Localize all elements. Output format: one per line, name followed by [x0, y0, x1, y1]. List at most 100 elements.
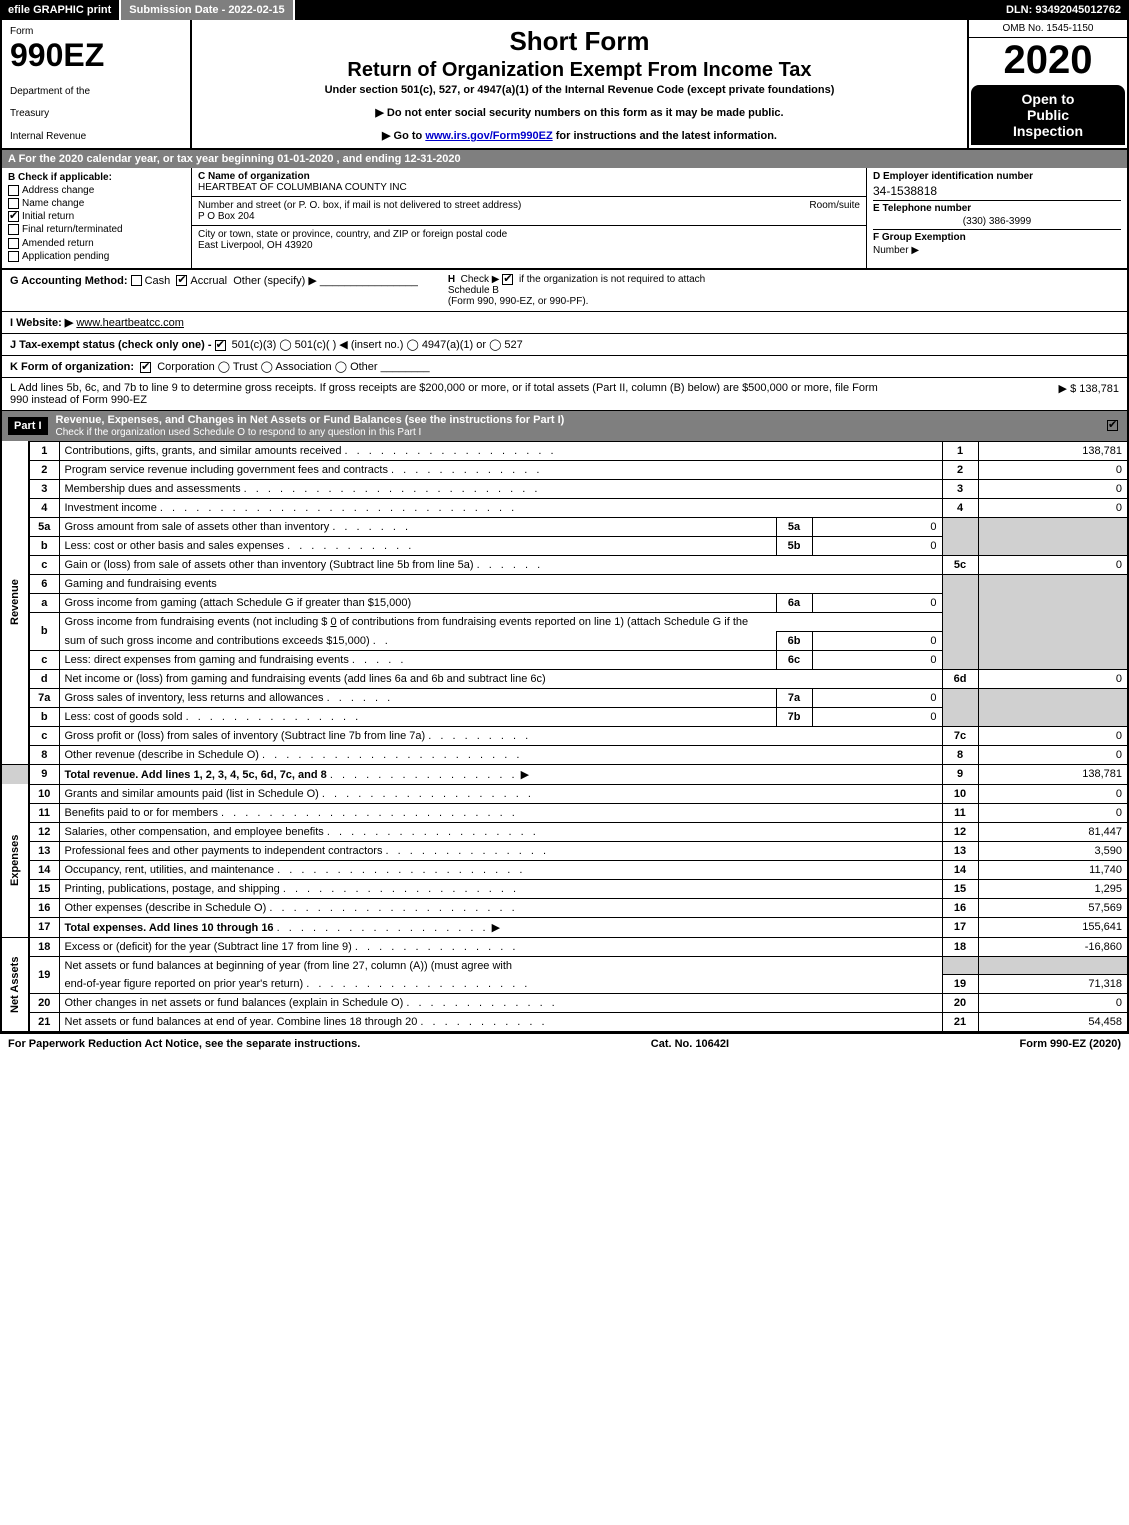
line-17: 17 Total expenses. Add lines 10 through … [1, 917, 1128, 937]
col-c-org-info: C Name of organization HEARTBEAT OF COLU… [192, 168, 867, 268]
chk-final-return[interactable]: Final return/terminated [8, 224, 185, 235]
f-label2: Number ▶ [873, 245, 1121, 256]
line-5a: 5a Gross amount from sale of assets othe… [1, 517, 1128, 536]
footer-left: For Paperwork Reduction Act Notice, see … [8, 1038, 360, 1050]
ssn-warning: ▶ Do not enter social security numbers o… [202, 106, 957, 119]
ein-value: 34-1538818 [873, 184, 1121, 198]
goto-line: ▶ Go to www.irs.gov/Form990EZ for instru… [202, 129, 957, 142]
b-label: B Check if applicable: [8, 172, 185, 183]
org-city: East Liverpool, OH 43920 [198, 240, 860, 251]
row-j: J Tax-exempt status (check only one) - 5… [2, 334, 1127, 356]
col-d-e-f: D Employer identification number 34-1538… [867, 168, 1127, 268]
chk-corporation[interactable] [140, 362, 151, 373]
line-19-bot: end-of-year figure reported on prior yea… [1, 975, 1128, 994]
title-short-form: Short Form [202, 26, 957, 57]
h-label: H [448, 274, 455, 285]
line-7a: 7a Gross sales of inventory, less return… [1, 688, 1128, 707]
line-3: 3 Membership dues and assessments . . . … [1, 479, 1128, 498]
tax-year: 2020 [969, 38, 1127, 83]
room-label: Room/suite [809, 200, 860, 211]
vlabel-revenue: Revenue [1, 441, 29, 764]
line-20: 20 Other changes in net assets or fund b… [1, 994, 1128, 1013]
line-10: Expenses 10 Grants and similar amounts p… [1, 784, 1128, 803]
row-h: H Check ▶ if the organization is not req… [448, 274, 748, 307]
website-value[interactable]: www.heartbeatcc.com [76, 317, 184, 329]
irs-link[interactable]: www.irs.gov/Form990EZ [425, 130, 552, 142]
rows-g-to-l: G Accounting Method: Cash Accrual Other … [0, 270, 1129, 411]
footer-right: Form 990-EZ (2020) [1020, 1038, 1121, 1050]
chk-address-change[interactable]: Address change [8, 185, 185, 196]
c-address-block: Number and street (or P. O. box, if mail… [192, 197, 866, 226]
footer-mid: Cat. No. 10642I [651, 1038, 729, 1050]
c-label: C Name of organization [198, 171, 860, 182]
open-line3: Inspection [975, 123, 1121, 139]
header-middle: Short Form Return of Organization Exempt… [192, 20, 967, 148]
d-label: D Employer identification number [873, 171, 1121, 182]
phone-value: (330) 386-3999 [873, 216, 1121, 227]
subtitle: Under section 501(c), 527, or 4947(a)(1)… [202, 84, 957, 96]
h-text3: (Form 990, 990-EZ, or 990-PF). [448, 296, 589, 307]
line-2: 2 Program service revenue including gove… [1, 460, 1128, 479]
e-label: E Telephone number [873, 200, 1121, 214]
line-5c: c Gain or (loss) from sale of assets oth… [1, 555, 1128, 574]
open-public-badge: Open to Public Inspection [971, 85, 1125, 145]
row-k: K Form of organization: Corporation ◯ Tr… [2, 356, 1127, 378]
dln-label: DLN: 93492045012762 [998, 0, 1129, 20]
chk-cash[interactable] [131, 275, 142, 286]
org-name: HEARTBEAT OF COLUMBIANA COUNTY INC [198, 182, 860, 193]
l-text: L Add lines 5b, 6c, and 7b to line 9 to … [10, 382, 890, 406]
goto-pre: ▶ Go to [382, 130, 425, 142]
line-7c: c Gross profit or (loss) from sales of i… [1, 726, 1128, 745]
financial-table: Revenue 1 Contributions, gifts, grants, … [0, 441, 1129, 1034]
line-8: 8 Other revenue (describe in Schedule O)… [1, 745, 1128, 764]
open-line2: Public [975, 107, 1121, 123]
vlabel-netassets: Net Assets [1, 937, 29, 1032]
chk-initial-return[interactable]: Initial return [8, 211, 185, 222]
c-name-block: C Name of organization HEARTBEAT OF COLU… [192, 168, 866, 197]
line-11: 11 Benefits paid to or for members . . .… [1, 803, 1128, 822]
line-4: 4 Investment income . . . . . . . . . . … [1, 498, 1128, 517]
addr-label: Number and street (or P. O. box, if mail… [198, 200, 521, 211]
line-19-top: 19 Net assets or fund balances at beginn… [1, 956, 1128, 975]
line-6: 6 Gaming and fundraising events [1, 574, 1128, 593]
open-line1: Open to [975, 91, 1121, 107]
chk-schedule-o[interactable] [1107, 420, 1118, 431]
row-a-taxyear: A For the 2020 calendar year, or tax yea… [0, 150, 1129, 168]
f-label: F Group Exemption [873, 229, 1121, 243]
chk-501c3[interactable] [215, 340, 226, 351]
line-21: 21 Net assets or fund balances at end of… [1, 1013, 1128, 1033]
row-g-h: G Accounting Method: Cash Accrual Other … [2, 270, 1127, 312]
part-i-header: Part I Revenue, Expenses, and Changes in… [0, 411, 1129, 441]
part-i-title: Revenue, Expenses, and Changes in Net As… [56, 414, 1107, 438]
submission-date: Submission Date - 2022-02-15 [121, 0, 294, 20]
department-line2: Treasury [10, 108, 182, 119]
vlabel-expenses: Expenses [1, 784, 29, 937]
line-16: 16 Other expenses (describe in Schedule … [1, 898, 1128, 917]
line-18: Net Assets 18 Excess or (deficit) for th… [1, 937, 1128, 956]
goto-post: for instructions and the latest informat… [556, 130, 777, 142]
line-6d: d Net income or (loss) from gaming and f… [1, 669, 1128, 688]
chk-amended[interactable]: Amended return [8, 238, 185, 249]
city-label: City or town, state or province, country… [198, 229, 860, 240]
org-address: P O Box 204 [198, 211, 860, 222]
line-13: 13 Professional fees and other payments … [1, 841, 1128, 860]
g-other: Other (specify) ▶ [233, 275, 317, 287]
part-i-label: Part I [8, 417, 48, 435]
chk-h[interactable] [502, 274, 513, 285]
row-g: G Accounting Method: Cash Accrual Other … [10, 274, 418, 307]
form-header: Form 990EZ Department of the Treasury In… [0, 20, 1129, 150]
i-label: I Website: ▶ [10, 317, 73, 329]
title-return: Return of Organization Exempt From Incom… [202, 59, 957, 82]
g-label: G Accounting Method: [10, 275, 128, 287]
k-label: K Form of organization: [10, 361, 134, 373]
chk-accrual[interactable] [176, 275, 187, 286]
form-number: 990EZ [10, 37, 182, 74]
efile-label[interactable]: efile GRAPHIC print [0, 0, 121, 20]
line-12: 12 Salaries, other compensation, and emp… [1, 822, 1128, 841]
chk-application-pending[interactable]: Application pending [8, 251, 185, 262]
header-right: OMB No. 1545-1150 2020 Open to Public In… [967, 20, 1127, 148]
page-footer: For Paperwork Reduction Act Notice, see … [0, 1033, 1129, 1054]
chk-name-change[interactable]: Name change [8, 198, 185, 209]
h-text1: Check ▶ [461, 274, 503, 285]
section-b-to-f: B Check if applicable: Address change Na… [0, 168, 1129, 270]
